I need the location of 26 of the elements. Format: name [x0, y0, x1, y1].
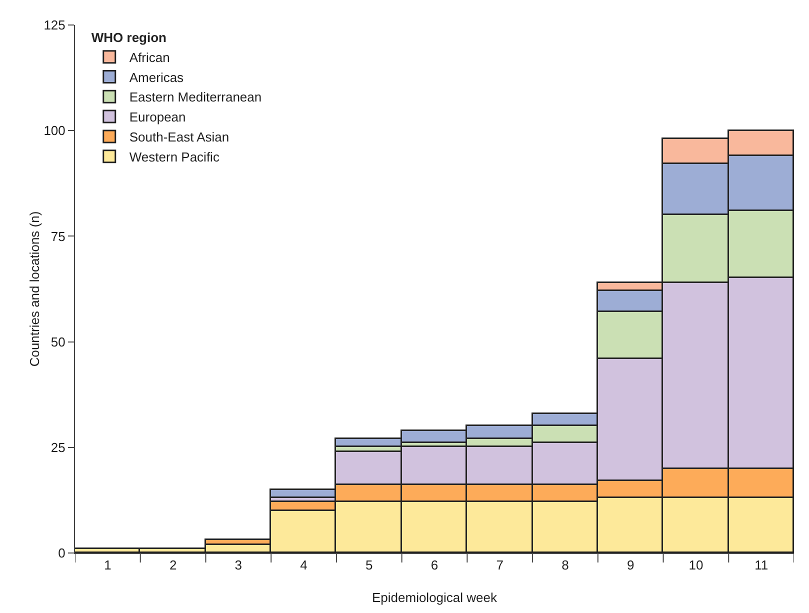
x-tick-label: 2: [169, 558, 177, 573]
legend-title: WHO region: [91, 30, 167, 45]
legend-label: European: [129, 110, 186, 125]
x-tick-label: 11: [754, 558, 768, 573]
x-axis-title: Epidemiological week: [372, 590, 498, 605]
y-tick-label: 25: [50, 440, 66, 455]
legend-label: South-East Asian: [129, 130, 230, 145]
y-tick-label: 100: [44, 123, 66, 138]
y-tick-label: 125: [44, 18, 66, 33]
y-tick-label: 50: [50, 334, 66, 350]
x-tick-label: 5: [366, 558, 373, 573]
y-tick-label: 0: [58, 546, 66, 561]
legend-label: Americas: [129, 70, 184, 85]
legend-label: Western Pacific: [129, 149, 220, 164]
legend-label: Eastern Mediterranean: [129, 90, 262, 105]
legend-label: African: [129, 50, 170, 65]
y-axis-title: Countries and locations (n): [27, 211, 42, 367]
x-tick-label: 8: [562, 558, 569, 573]
x-tick-label: 4: [300, 558, 308, 573]
y-tick-label: 75: [50, 228, 66, 244]
x-tick-label: 10: [688, 558, 704, 573]
x-tick-label: 1: [104, 558, 112, 573]
x-tick-label: 9: [626, 558, 634, 573]
x-tick-label: 6: [430, 558, 438, 573]
x-tick-label: 3: [234, 558, 242, 573]
x-tick-label: 7: [496, 558, 504, 573]
